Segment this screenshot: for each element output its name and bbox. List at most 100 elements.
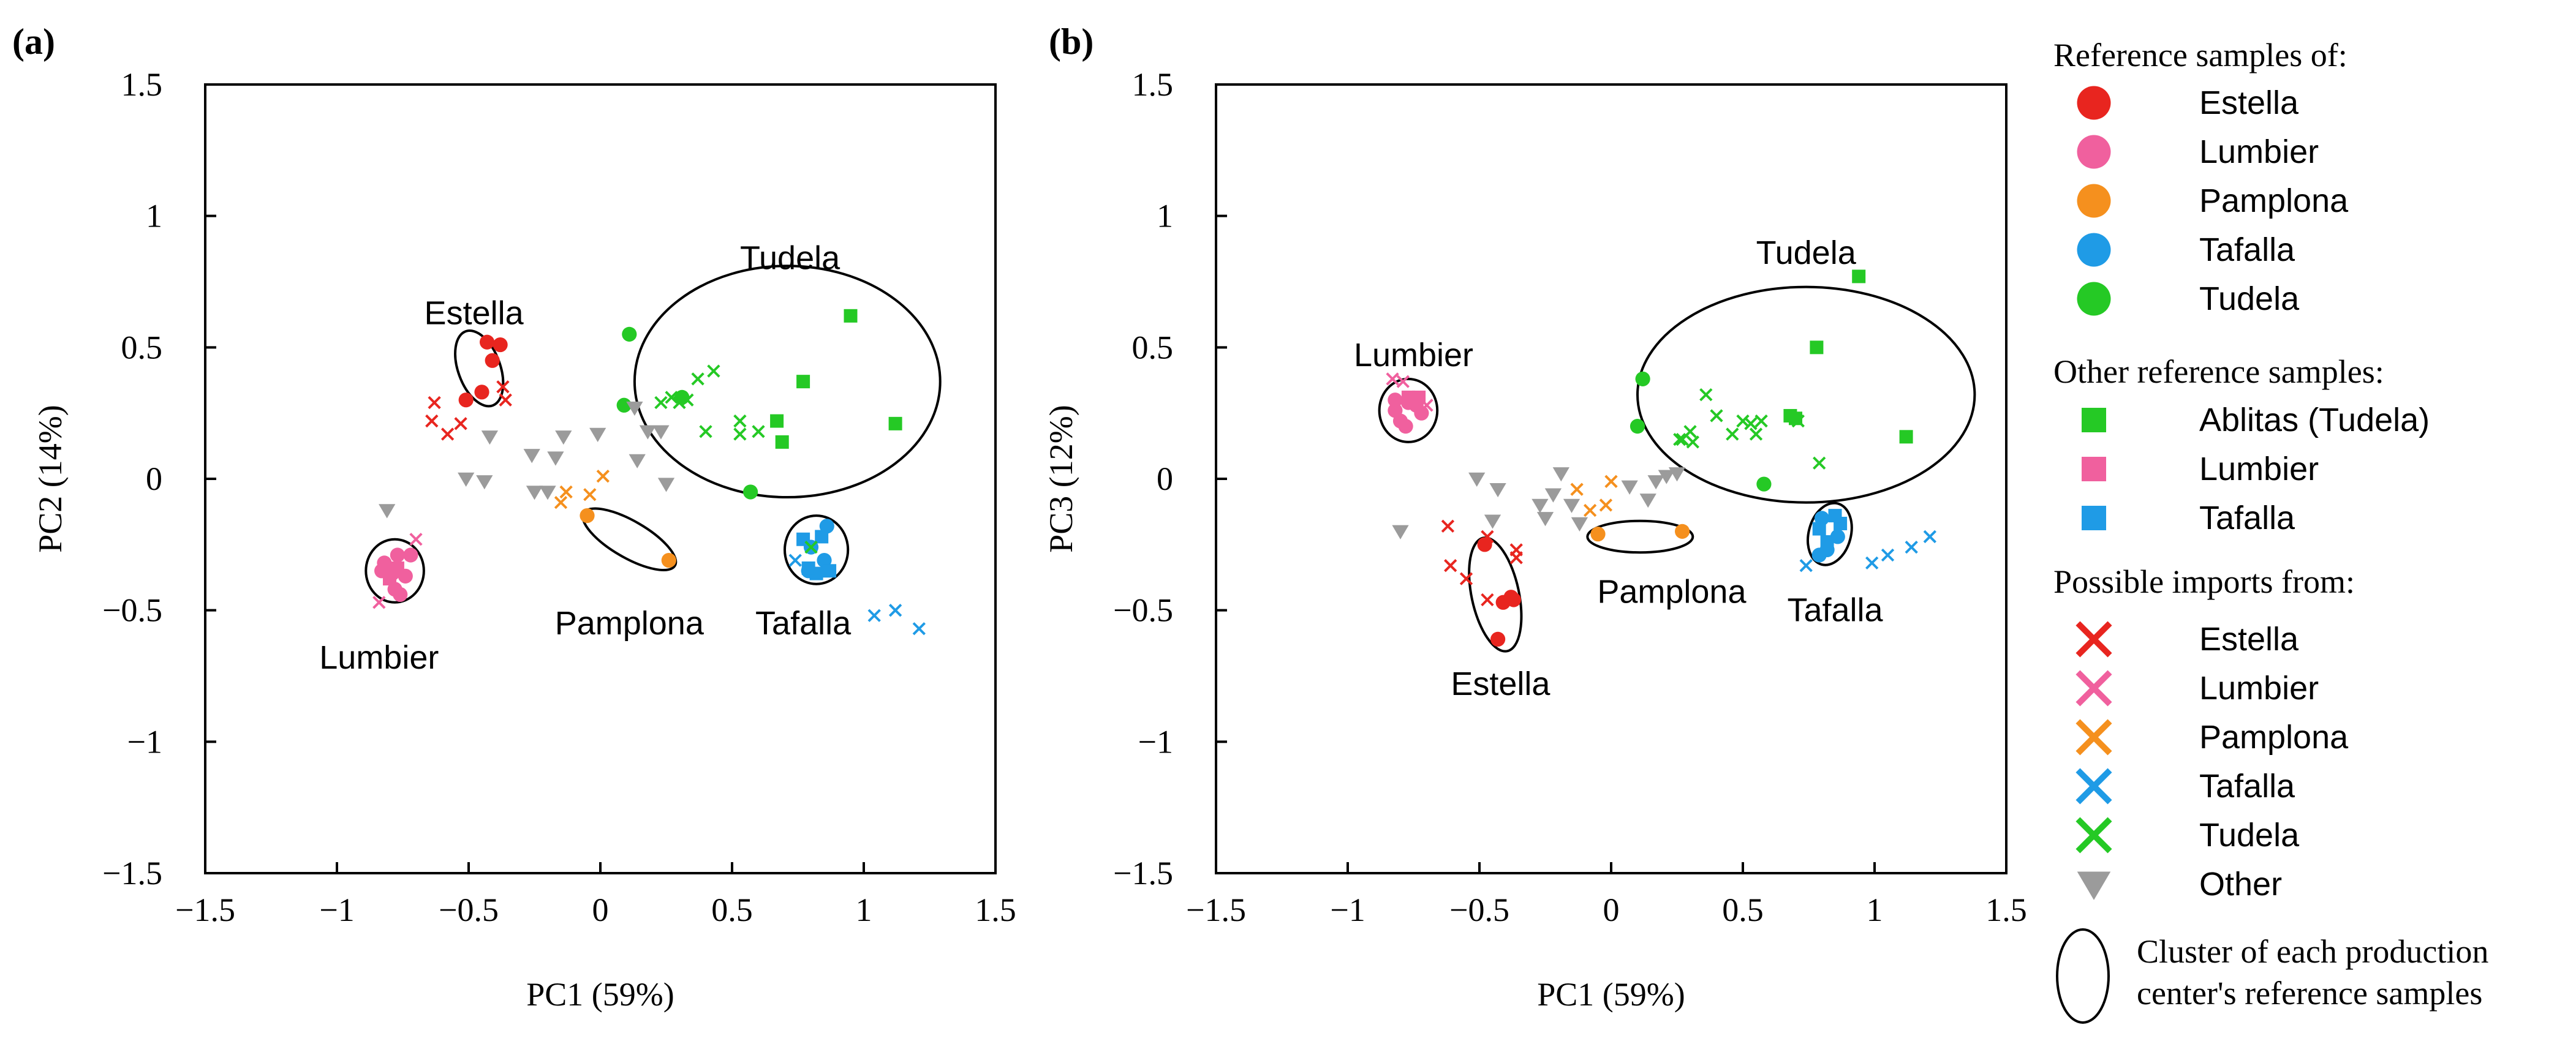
legend-imports-title: Possible imports from:: [2053, 563, 2355, 600]
panel-b-point-square-tudela: [1783, 408, 1797, 422]
panel-b-point-x-tudela: [1813, 456, 1826, 470]
panel-b-point-x-estella: [1441, 519, 1455, 533]
panel-b-cluster-label-tudela: Tudela: [1756, 235, 1857, 271]
panel-b-point-x-tafalla: [1923, 530, 1936, 544]
panel-b-point-triangle-other: [1639, 494, 1656, 508]
panel-a-point-triangle-other: [539, 486, 556, 500]
legend-ref-icon-tudela: [2077, 282, 2111, 316]
panel-a-points: [372, 309, 926, 636]
panel-a-point-x-pamplona: [554, 495, 568, 509]
panel-b-point-x-lumbier: [1396, 375, 1410, 388]
panel-b-point-triangle-other: [1532, 498, 1549, 513]
panel-b-y-axis-label: PC3 (12%): [1043, 405, 1079, 553]
panel-a-point-x-tudela: [691, 372, 704, 386]
panel-b-point-x-tafalla: [1881, 548, 1895, 562]
panel-b-point-x-tudela: [1791, 414, 1805, 428]
panel-b-y-tick-label: −0.5: [1113, 592, 1173, 629]
panel-a-point-triangle-other: [476, 475, 493, 490]
panel-a-point-x-pamplona: [559, 485, 573, 499]
panel-b-point-x-estella: [1509, 551, 1523, 565]
panel-a-point-x-tudela: [707, 364, 720, 378]
panel-a-point-circle-lumbier: [393, 587, 408, 603]
panel-b-cluster-label-estella: Estella: [1451, 666, 1551, 702]
panel-a-x-tick-label: 1: [856, 892, 872, 928]
legend-item-other: Other: [2077, 866, 2282, 903]
legend-ref-label-lumbier: Lumbier: [2199, 133, 2319, 170]
panel-b-point-triangle-other: [1647, 475, 1664, 490]
panel-a-cluster-ellipse-lumbier: [364, 538, 425, 604]
legend-import-label-pamplona: Pamplona: [2199, 719, 2349, 756]
panel-a-ticks: −1.5 −1 −0.5 0 0.5 1 1.5 −1.5 −1 −0.5 0 0.5 1 1.5: [102, 66, 1016, 928]
panel-a-cluster-ellipse-tafalla: [784, 514, 850, 585]
legend-cluster-line2: center's reference samples: [2137, 975, 2482, 1012]
panel-a-point-x-tudela: [699, 425, 712, 438]
panel-b-cluster-label-pamplona: Pamplona: [1597, 574, 1747, 610]
panel-b-point-circle-tudela: [1635, 371, 1650, 386]
panel-b-x-axis-label: PC1 (59%): [1537, 976, 1685, 1013]
panel-b-label: (b): [1049, 21, 1093, 62]
legend-cluster-ellipse-icon: [2056, 928, 2110, 1024]
legend-reference-title: Reference samples of:: [2053, 37, 2347, 73]
legend-import-icon-estella: [2076, 621, 2112, 658]
panel-b-point-x-tudela: [1683, 425, 1697, 438]
panel-a-point-x-estella: [496, 380, 510, 394]
panel-a-point-triangle-other: [629, 454, 646, 468]
panel-b-y-tick-label: 1: [1157, 198, 1173, 235]
panel-a-point-square-tafalla: [823, 564, 837, 578]
legend-ref-icon-estella: [2077, 86, 2111, 120]
panel-a-y-tick-label: −0.5: [102, 592, 162, 629]
panel-a-point-square-tudela: [844, 309, 858, 323]
legend-import-label-lumbier: Lumbier: [2199, 670, 2319, 707]
panel-b-cluster-labels: Lumbier Estella Pamplona Tafalla Tudela: [1354, 235, 1884, 702]
panel-b-point-x-pamplona: [1604, 475, 1618, 488]
panel-a-point-x-tudela: [654, 396, 668, 410]
panel-b-point-x-pamplona: [1570, 483, 1584, 496]
panel-a-point-square-lumbier: [390, 561, 404, 575]
panel-b-point-triangle-other: [1621, 480, 1638, 495]
panel-a-point-triangle-other: [523, 449, 540, 464]
panel-a-x-tick-label: 0.5: [711, 892, 753, 928]
legend-other-label: Other: [2199, 866, 2282, 903]
panel-a-y-tick-label: 0: [146, 460, 162, 497]
panel-a-y-tick-label: 0.5: [121, 329, 163, 366]
panel-b-point-circle-lumbier: [1392, 413, 1408, 429]
panel-b-y-tick-label: −1.5: [1113, 855, 1173, 892]
legend-import-icon-tudela: [2076, 817, 2112, 854]
panel-a-point-x-tudela: [752, 425, 765, 438]
panel-a-point-square-tudela: [770, 414, 784, 428]
legend-other-reference-items: Ablitas (Tudela) Lumbier Tafalla: [2082, 402, 2430, 536]
legend-other-label-tafalla: Tafalla: [2199, 500, 2295, 536]
panel-b-point-x-tudela: [1673, 432, 1686, 446]
panel-b-point-circle-lumbier: [1414, 405, 1429, 421]
panel-b-point-x-pamplona: [1599, 498, 1613, 512]
panel-a-point-circle-tudela: [743, 484, 758, 500]
legend-ref-label-estella: Estella: [2199, 84, 2299, 121]
panel-a-point-circle-estella: [458, 392, 474, 408]
panel-a-cluster-ellipse-tudela: [633, 265, 942, 499]
panel-a-point-x-tudela: [665, 391, 678, 404]
panel-a-cluster-label-pamplona: Pamplona: [555, 605, 704, 642]
panel-b-point-x-tafalla: [1865, 556, 1879, 570]
panel-a-point-square-lumbier: [383, 572, 396, 586]
panel-b-point-circle-tafalla: [1830, 529, 1845, 544]
panel-b-point-triangle-other: [1468, 472, 1486, 487]
panel-b-point-circle-tafalla: [1814, 511, 1830, 526]
panel-a-y-tick-label: 1: [146, 198, 162, 235]
panel-b-point-circle-tudela: [1630, 419, 1645, 434]
panel-a-point-triangle-other: [652, 425, 670, 440]
panel-b-point-circle-estella: [1506, 592, 1521, 607]
legend-import-label-estella: Estella: [2199, 621, 2299, 658]
panel-a-point-triangle-other: [626, 401, 643, 416]
panel-b-point-triangle-other: [1484, 514, 1501, 529]
panel-b-y-tick-label: −1: [1138, 723, 1173, 760]
panel-a-point-circle-pamplona: [661, 552, 676, 568]
panel-b-x-tick-label: 0: [1603, 892, 1620, 928]
panel-a-y-tick-label: −1: [127, 723, 162, 760]
panel-b-point-triangle-other: [1563, 498, 1581, 513]
legend-other-icon-tafalla: [2082, 506, 2106, 530]
legend: Reference samples of: Estella Lumbier Pamp…: [2053, 37, 2488, 1024]
panel-a-point-triangle-other: [481, 430, 499, 445]
panel-a-cluster-labels: Estella Lumbier Pamplona Tafalla Tudela: [319, 239, 852, 676]
panel-a-point-x-tafalla: [788, 554, 802, 567]
panel-a-point-square-tudela: [888, 416, 902, 430]
